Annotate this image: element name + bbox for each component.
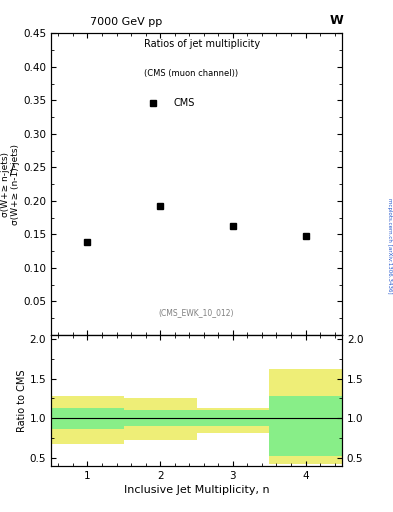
Text: (CMS_EWK_10_012): (CMS_EWK_10_012) [159,308,234,317]
Text: mcplots.cern.ch [arXiv:1306.3436]: mcplots.cern.ch [arXiv:1306.3436] [387,198,392,293]
Text: /: / [9,162,14,176]
X-axis label: Inclusive Jet Multiplicity, n: Inclusive Jet Multiplicity, n [124,485,269,495]
Text: CMS: CMS [173,98,195,108]
Y-axis label: σ(W+≥ n-jets)
σ(W+≥ (n-1)-jets): σ(W+≥ n-jets) σ(W+≥ (n-1)-jets) [1,143,20,225]
Text: Ratios of jet multiplicity: Ratios of jet multiplicity [144,39,260,49]
Text: 7000 GeV pp: 7000 GeV pp [90,16,162,27]
Text: (CMS (muon channel)): (CMS (muon channel)) [144,70,238,78]
Text: W: W [330,14,344,27]
Y-axis label: Ratio to CMS: Ratio to CMS [17,369,27,432]
